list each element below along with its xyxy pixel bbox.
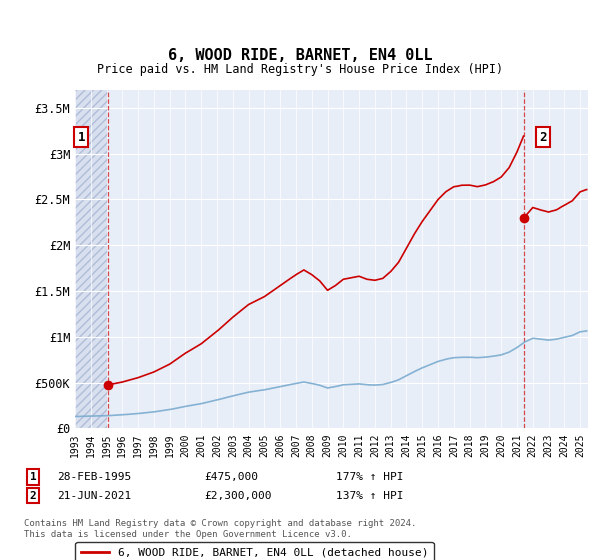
Bar bbox=[75, 90, 108, 428]
Text: 21-JUN-2021: 21-JUN-2021 bbox=[57, 491, 131, 501]
Text: Contains HM Land Registry data © Crown copyright and database right 2024.
This d: Contains HM Land Registry data © Crown c… bbox=[24, 520, 416, 539]
Text: 137% ↑ HPI: 137% ↑ HPI bbox=[336, 491, 404, 501]
Legend: 6, WOOD RIDE, BARNET, EN4 0LL (detached house), HPI: Average price, detached hou: 6, WOOD RIDE, BARNET, EN4 0LL (detached … bbox=[76, 542, 434, 560]
Text: 1: 1 bbox=[29, 472, 37, 482]
Text: £475,000: £475,000 bbox=[204, 472, 258, 482]
Text: 2: 2 bbox=[29, 491, 37, 501]
Text: 2: 2 bbox=[539, 130, 547, 143]
Text: 6, WOOD RIDE, BARNET, EN4 0LL: 6, WOOD RIDE, BARNET, EN4 0LL bbox=[167, 49, 433, 63]
Text: 1: 1 bbox=[77, 130, 85, 143]
Text: Price paid vs. HM Land Registry's House Price Index (HPI): Price paid vs. HM Land Registry's House … bbox=[97, 63, 503, 77]
Text: 177% ↑ HPI: 177% ↑ HPI bbox=[336, 472, 404, 482]
Text: 28-FEB-1995: 28-FEB-1995 bbox=[57, 472, 131, 482]
Text: £2,300,000: £2,300,000 bbox=[204, 491, 271, 501]
